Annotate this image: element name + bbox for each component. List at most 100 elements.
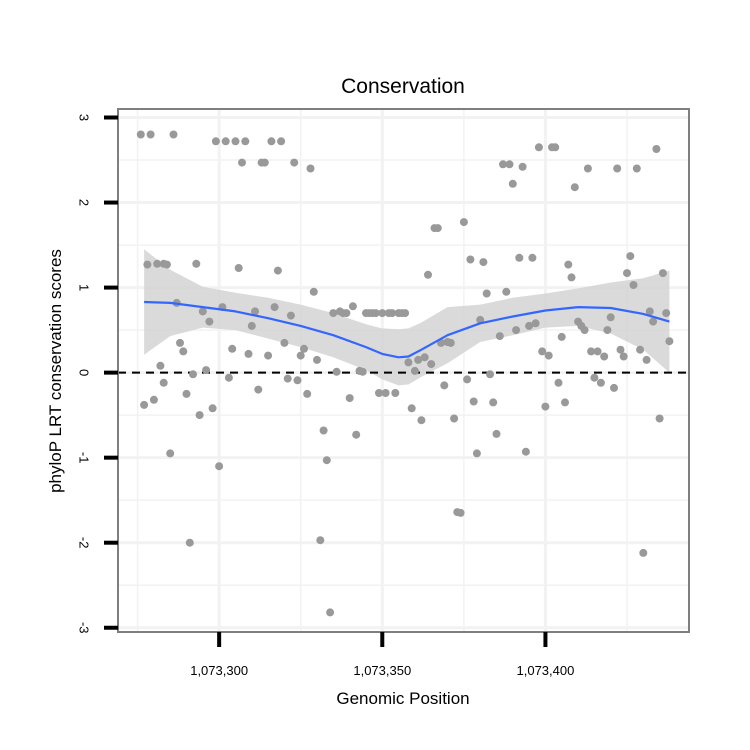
data-point	[176, 338, 184, 347]
data-point	[319, 426, 328, 435]
data-point	[342, 309, 351, 318]
data-point	[316, 536, 325, 545]
data-point	[388, 309, 397, 318]
data-point	[211, 137, 220, 146]
y-tick-label: -2	[77, 537, 92, 549]
data-point	[313, 355, 321, 364]
data-point	[619, 352, 628, 361]
data-point	[205, 317, 214, 326]
data-point	[662, 309, 671, 318]
data-point	[286, 311, 295, 320]
data-point	[156, 361, 165, 370]
data-point	[195, 411, 204, 420]
data-point	[303, 389, 312, 398]
data-point	[404, 358, 413, 367]
data-points	[136, 130, 674, 617]
data-point	[358, 367, 367, 376]
data-point	[505, 160, 514, 169]
data-point	[502, 287, 511, 296]
data-point	[424, 270, 432, 279]
data-point	[479, 258, 488, 267]
data-point	[486, 370, 494, 379]
data-point	[508, 179, 517, 188]
data-point	[189, 370, 197, 379]
data-point	[378, 309, 387, 318]
data-point	[414, 355, 423, 364]
data-point	[593, 347, 602, 356]
data-point	[270, 303, 279, 312]
data-point	[446, 338, 455, 347]
x-axis-label: Genomic Position	[336, 689, 469, 708]
data-point	[469, 397, 478, 406]
data-point	[143, 260, 152, 269]
data-point	[420, 353, 429, 362]
data-point	[518, 162, 527, 171]
data-point	[564, 260, 573, 269]
data-point	[600, 352, 609, 361]
data-point	[596, 378, 605, 387]
data-point	[198, 307, 207, 316]
y-tick-label: 3	[77, 114, 92, 121]
data-point	[603, 326, 612, 335]
x-axis: 1,073,300 1,073,350 1,073,400	[190, 632, 574, 678]
data-point	[544, 351, 553, 360]
data-point	[166, 449, 175, 458]
data-point	[665, 337, 674, 346]
data-point	[433, 224, 442, 233]
data-point	[459, 218, 468, 227]
data-point	[277, 137, 286, 146]
data-point	[238, 158, 246, 167]
data-point	[521, 447, 530, 456]
data-point	[499, 160, 507, 169]
data-point	[136, 130, 145, 139]
data-point	[182, 389, 191, 398]
data-point	[440, 381, 449, 390]
y-tick-label: -3	[77, 622, 92, 634]
data-point	[472, 449, 481, 458]
data-point	[280, 338, 289, 347]
data-point	[293, 376, 302, 385]
data-point	[606, 313, 615, 322]
data-point	[234, 264, 243, 272]
data-point	[632, 164, 641, 173]
data-point	[427, 360, 436, 369]
data-point	[528, 253, 537, 262]
data-point	[241, 137, 250, 146]
data-point	[264, 351, 273, 360]
data-point	[551, 143, 560, 152]
data-point	[381, 389, 390, 397]
data-point	[348, 302, 357, 311]
data-point	[649, 317, 658, 326]
data-point	[538, 347, 547, 356]
data-point	[215, 462, 224, 471]
data-point	[629, 281, 638, 289]
data-point	[326, 608, 335, 617]
y-axis: -3 -2 -1 0 1 2 3	[77, 114, 118, 634]
data-point	[254, 385, 263, 394]
data-point	[146, 130, 155, 139]
data-point	[512, 326, 521, 335]
data-point	[541, 402, 550, 411]
data-point	[371, 309, 380, 318]
data-point	[583, 164, 592, 173]
x-tick-label: 1,073,400	[517, 663, 575, 678]
data-point	[391, 389, 400, 397]
data-point	[192, 259, 201, 268]
data-point	[495, 332, 504, 341]
data-point	[401, 309, 410, 318]
x-tick-label: 1,073,300	[190, 663, 248, 678]
data-point	[244, 349, 253, 358]
data-point	[309, 287, 318, 296]
data-point	[283, 374, 292, 383]
data-point	[534, 143, 543, 152]
data-point	[221, 137, 230, 146]
data-point	[273, 266, 282, 275]
data-point	[407, 404, 416, 413]
data-point	[456, 508, 465, 517]
data-point	[570, 183, 579, 192]
data-point	[251, 307, 259, 316]
panel-border	[117, 108, 690, 633]
grid-lines	[118, 109, 689, 632]
data-point	[185, 538, 194, 547]
